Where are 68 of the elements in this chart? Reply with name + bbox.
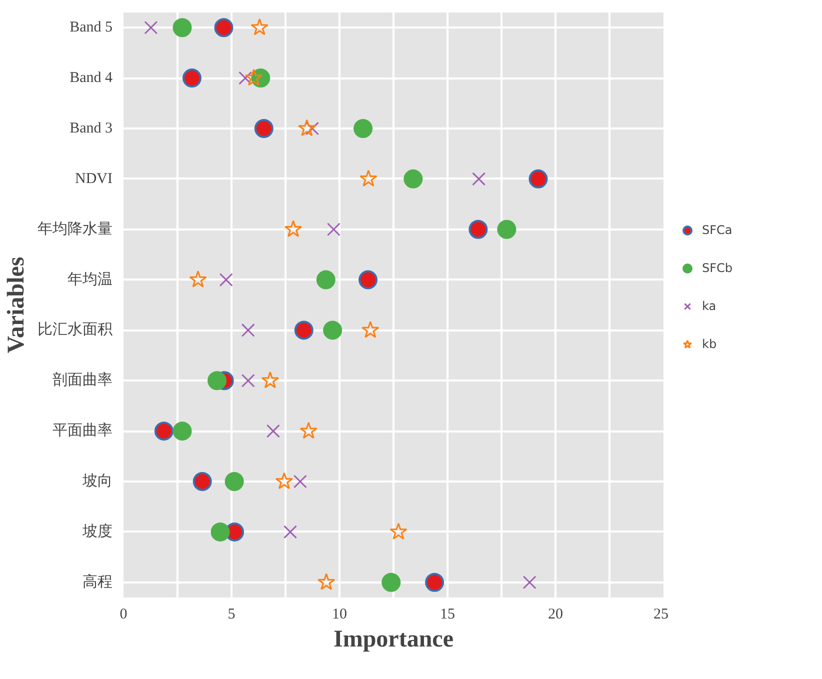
y-tick-label: 坡向 bbox=[82, 472, 112, 490]
point bbox=[261, 371, 279, 388]
legend-label: kb bbox=[702, 337, 718, 351]
point bbox=[284, 220, 302, 237]
x-tick-label: 10 bbox=[332, 606, 347, 622]
point bbox=[293, 474, 307, 488]
point bbox=[144, 20, 158, 34]
point bbox=[275, 472, 294, 490]
y-tick-label: 高程 bbox=[82, 573, 112, 590]
y-tick-label: 坡度 bbox=[82, 522, 112, 540]
x-axis-title: Importance bbox=[334, 626, 454, 652]
point bbox=[317, 573, 336, 590]
point bbox=[425, 572, 444, 592]
legend-label: ka bbox=[702, 299, 718, 313]
y-tick-label: 比汇水面积 bbox=[38, 321, 112, 338]
y-tick-label: 年均温 bbox=[68, 270, 112, 288]
y-axis-title: Variables bbox=[4, 256, 30, 354]
y-tick-label: Band 4 bbox=[70, 70, 113, 86]
point bbox=[154, 422, 174, 441]
point bbox=[192, 472, 212, 491]
point bbox=[382, 572, 401, 592]
point bbox=[214, 18, 234, 38]
point bbox=[219, 273, 233, 287]
point bbox=[250, 18, 268, 36]
y-tick-label: 年均降水量 bbox=[38, 220, 112, 238]
x-tick-label: 25 bbox=[654, 606, 668, 622]
y-tick-label: 剖面曲率 bbox=[52, 372, 112, 389]
y-tick-label: Band 5 bbox=[70, 20, 113, 36]
x-tick-label: 20 bbox=[548, 606, 563, 622]
point bbox=[326, 222, 340, 236]
point bbox=[172, 422, 192, 441]
point bbox=[323, 320, 342, 340]
point bbox=[528, 169, 548, 188]
point bbox=[468, 220, 488, 239]
legend-label: SFCb bbox=[702, 261, 733, 275]
point bbox=[298, 119, 316, 136]
point bbox=[254, 119, 274, 138]
point bbox=[362, 320, 380, 338]
point bbox=[497, 220, 516, 239]
point bbox=[404, 169, 423, 188]
point bbox=[244, 68, 263, 86]
point bbox=[358, 270, 378, 290]
point bbox=[238, 71, 252, 85]
x-tick-label: 15 bbox=[440, 606, 455, 622]
point bbox=[294, 320, 314, 340]
point bbox=[283, 525, 298, 539]
y-tick-label: 平面曲率 bbox=[52, 422, 112, 440]
point bbox=[208, 371, 227, 390]
point bbox=[316, 270, 336, 290]
point bbox=[182, 68, 202, 88]
point bbox=[210, 522, 230, 542]
point bbox=[189, 270, 207, 288]
point bbox=[354, 119, 373, 138]
point bbox=[360, 170, 378, 187]
legend-label: SFCa bbox=[702, 223, 732, 237]
x-tick-label: 5 bbox=[228, 606, 236, 622]
x-tick-label: 0 bbox=[120, 606, 128, 622]
point bbox=[241, 323, 255, 337]
point bbox=[172, 18, 192, 38]
point bbox=[522, 576, 536, 590]
point bbox=[266, 424, 280, 438]
point bbox=[224, 472, 244, 491]
y-tick-label: NDVI bbox=[75, 170, 113, 187]
point bbox=[241, 374, 255, 388]
point bbox=[300, 422, 318, 439]
y-tick-label: Band 3 bbox=[70, 120, 113, 136]
point bbox=[472, 172, 486, 186]
point bbox=[390, 522, 408, 540]
